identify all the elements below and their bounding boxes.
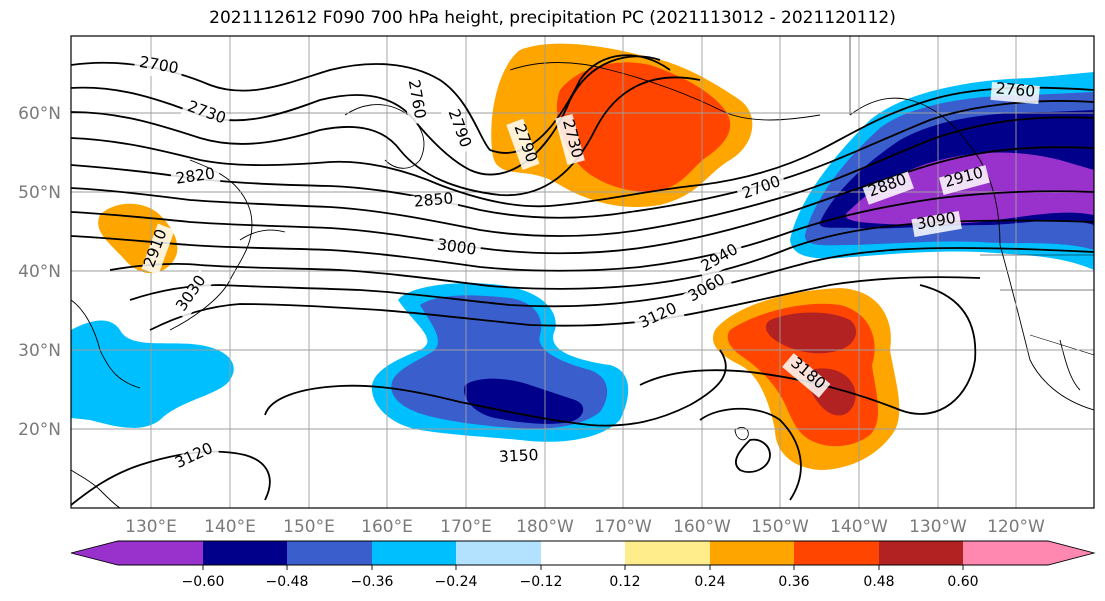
contour-label: 3150 <box>499 446 539 466</box>
colorbar-tick-label: −0.48 <box>266 574 309 590</box>
colorbar-tick-label: 0.12 <box>609 574 640 590</box>
colorbar-segment <box>963 541 1048 565</box>
map-title: 2021112612 F090 700 hPa height, precipit… <box>209 8 896 28</box>
colorbar-tick-label: −0.12 <box>520 574 563 590</box>
height-contours <box>71 54 1094 506</box>
colorbar-tick-label: −0.24 <box>435 574 478 590</box>
contour-label: 3000 <box>436 235 478 258</box>
neg-anomaly-central <box>71 283 629 442</box>
colorbar-segment <box>118 541 203 565</box>
lon-label: 170°E <box>440 517 492 537</box>
colorbar: −0.60 −0.48 −0.36 −0.24 −0.12 0.12 0.24 … <box>70 540 1096 590</box>
colorbar-extend-low <box>71 541 118 565</box>
contour-label: 2820 <box>175 164 217 187</box>
colorbar-segment <box>287 541 372 565</box>
lat-label: 50°N <box>18 183 61 203</box>
lon-label: 180°W <box>516 517 574 537</box>
colorbar-tick-label: 0.60 <box>947 574 978 590</box>
colorbar-tick-label: −0.36 <box>351 574 394 590</box>
contour-label: 2760 <box>995 79 1036 100</box>
contour-label: 2850 <box>413 189 454 210</box>
lat-label: 40°N <box>18 262 61 282</box>
colorbar-tick-label: 0.24 <box>694 574 725 590</box>
coastlines <box>71 62 1094 508</box>
lat-label: 30°N <box>18 341 61 361</box>
colorbar-segment <box>625 541 710 565</box>
contour-labels: 2700 2730 2760 2790 2790 2730 2820 2850 … <box>133 53 1040 477</box>
colorbar-tick-label: −0.60 <box>182 574 225 590</box>
lat-label: 60°N <box>18 104 61 124</box>
map-frame <box>70 35 1095 509</box>
lat-label: 20°N <box>18 420 61 440</box>
colorbar-segment <box>541 541 625 565</box>
lon-label: 140°E <box>204 517 256 537</box>
colorbar-segment <box>456 541 541 565</box>
lon-label: 150°E <box>283 517 335 537</box>
map-panel: 2700 2730 2760 2790 2790 2730 2820 2850 … <box>71 36 1094 508</box>
lon-label: 160°E <box>361 517 413 537</box>
lon-label: 170°W <box>594 517 652 537</box>
lon-label: 130°W <box>909 517 967 537</box>
lon-label: 140°W <box>830 517 888 537</box>
lon-label: 120°W <box>987 517 1045 537</box>
colorbar-segment <box>879 541 963 565</box>
lon-label: 160°W <box>673 517 731 537</box>
colorbar-segment <box>794 541 879 565</box>
colorbar-segment <box>203 541 287 565</box>
lon-label: 150°W <box>751 517 809 537</box>
colorbar-extend-high <box>1048 541 1094 565</box>
lon-label: 130°E <box>125 517 177 537</box>
colorbar-segment <box>372 541 456 565</box>
gridlines <box>71 36 1094 508</box>
colorbar-segment <box>710 541 794 565</box>
colorbar-tick-label: 0.48 <box>863 574 894 590</box>
lat-labels: 60°N 50°N 40°N 30°N 20°N <box>18 104 61 440</box>
colorbar-tick-label: 0.36 <box>778 574 809 590</box>
lon-labels: 130°E 140°E 150°E 160°E 170°E 180°W 170°… <box>125 517 1045 537</box>
